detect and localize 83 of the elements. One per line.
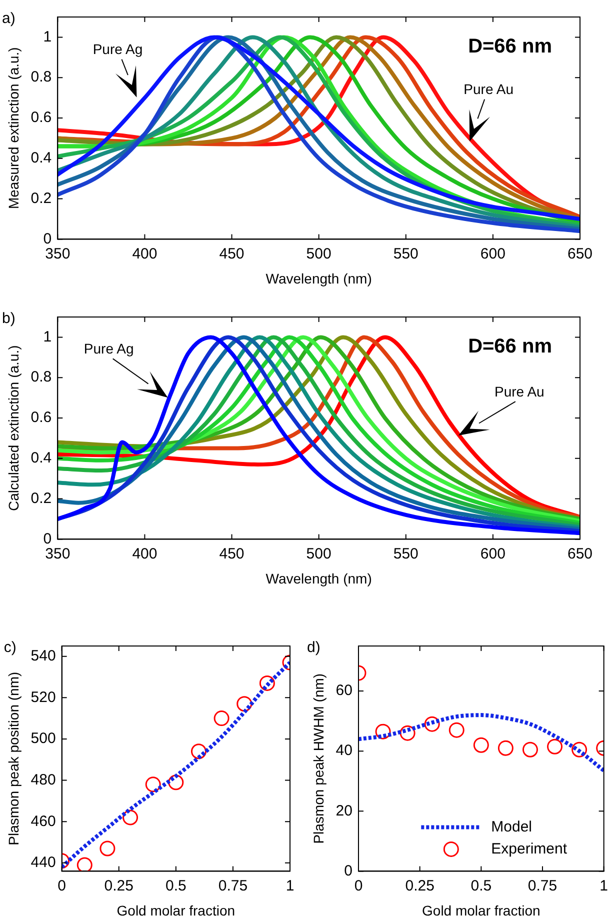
x-tick-label: 0.25: [104, 877, 134, 894]
y-tick-label: 0: [43, 230, 52, 248]
x-tick-label: 600: [480, 545, 506, 562]
x-axis-title: Wavelength (nm): [266, 270, 372, 286]
point: [473, 737, 489, 753]
annotation: Pure Au: [464, 81, 514, 98]
x-tick-label: 550: [393, 245, 418, 262]
point: [522, 742, 538, 758]
y-tick-label: 0.4: [30, 150, 52, 167]
x-tick-label: 650: [567, 545, 593, 562]
x-tick-label: 0.5: [165, 877, 186, 894]
y-tick-label: 60: [336, 682, 352, 700]
point: [214, 710, 230, 726]
x-tick-label: 0.25: [405, 877, 434, 894]
y-tick-label: 20: [336, 802, 352, 820]
x-tick-label: 350: [45, 245, 70, 262]
y-axis-title: Plasmon peak HWHM (nm): [310, 673, 326, 844]
x-tick-label: 400: [132, 545, 158, 562]
x-axis-title: Gold molar fraction: [116, 902, 236, 918]
x-axis-title: Wavelength (nm): [266, 570, 372, 586]
y-tick-label: 0.2: [30, 190, 52, 207]
point: [498, 740, 514, 756]
y-tick-label: 500: [30, 730, 56, 748]
x-tick-label: 500: [306, 245, 332, 262]
y-tick-label: 0.2: [30, 490, 52, 507]
point: [100, 840, 116, 856]
line-series: [358, 713, 604, 773]
x-tick-label: 0.75: [528, 877, 558, 894]
x-tick-label: 350: [45, 545, 70, 562]
legend-label: Experiment: [491, 840, 568, 858]
y-tick-label: 460: [30, 812, 56, 830]
y-axis-title: Measured extinction (a.u.): [5, 47, 22, 210]
y-tick-label: 1: [43, 328, 52, 346]
x-tick-label: 450: [219, 245, 244, 262]
y-tick-label: 0.8: [30, 68, 52, 86]
point: [400, 725, 416, 741]
annotation: Pure Ag: [84, 340, 134, 357]
y-tick-label: 0.8: [30, 368, 52, 386]
y-tick-label: 0.6: [30, 109, 52, 126]
x-tick-label: 400: [132, 245, 158, 262]
x-axis-title: Gold molar fraction: [422, 902, 540, 918]
annotation: Pure Ag: [92, 41, 143, 58]
x-tick-label: 450: [219, 545, 244, 562]
annotation: D=66 nm: [468, 36, 552, 58]
y-tick-label: 520: [30, 688, 56, 706]
point: [259, 675, 275, 691]
text: b): [2, 310, 16, 328]
y-tick-label: 1: [43, 28, 52, 46]
text: c): [4, 639, 16, 656]
x-tick-label: 0.5: [470, 877, 492, 894]
x-tick-label: 0.75: [218, 877, 248, 894]
point: [547, 738, 563, 754]
y-tick-label: 540: [30, 647, 56, 664]
point: [448, 722, 464, 738]
point: [145, 776, 161, 792]
y-tick-label: 0.6: [30, 409, 52, 426]
point: [168, 774, 184, 790]
x-tick-label: 500: [306, 545, 332, 562]
point: [122, 810, 138, 826]
point: [375, 724, 391, 740]
y-tick-label: 0: [344, 862, 352, 880]
x-tick-label: 600: [480, 245, 506, 262]
point: [572, 742, 588, 758]
legend-label: Model: [491, 818, 532, 836]
y-tick-label: 0: [43, 530, 52, 548]
annotation: D=66 nm: [468, 336, 552, 358]
annotation: Pure Au: [494, 383, 544, 400]
y-tick-label: 480: [30, 771, 56, 788]
x-tick-label: 1: [286, 877, 294, 894]
text: d): [307, 639, 320, 656]
x-tick-label: 550: [393, 545, 418, 562]
point: [76, 857, 92, 872]
y-tick-label: 40: [336, 742, 352, 760]
y-tick-label: 440: [30, 854, 56, 872]
point: [424, 716, 440, 732]
point: [236, 696, 252, 712]
text: a): [2, 10, 16, 28]
x-tick-label: 1: [600, 877, 608, 894]
y-axis-title: Plasmon peak position (nm): [5, 672, 22, 846]
y-tick-label: 0.4: [30, 450, 52, 467]
y-axis-title: Calculated extinction (a.u.): [5, 345, 22, 511]
x-tick-label: 650: [567, 245, 593, 262]
point: [190, 744, 206, 760]
